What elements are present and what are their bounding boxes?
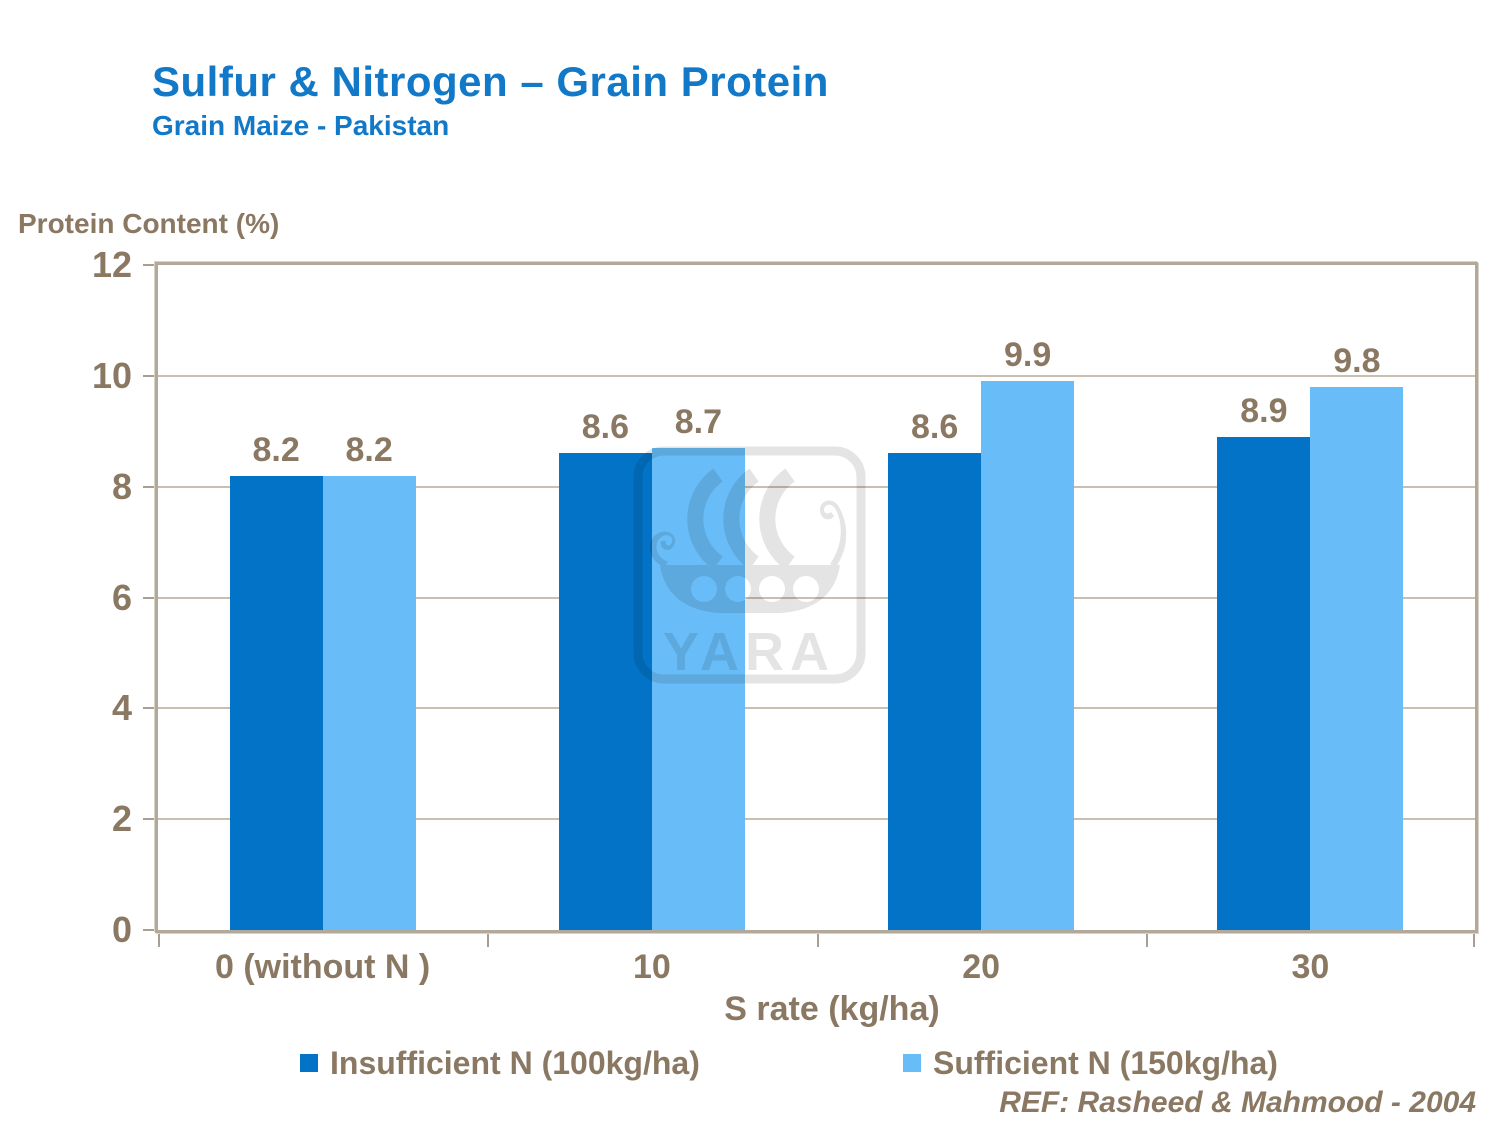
- y-tick-mark-2: [143, 818, 158, 821]
- legend-label-insufficient-n: Insufficient N (100kg/ha): [330, 1045, 700, 1081]
- y-tick-label-6: 6: [111, 576, 132, 618]
- data-label-series1-cat0: 8.2: [345, 430, 393, 469]
- bar-series0-cat1: [558, 453, 652, 930]
- bar-series1-cat3: [1310, 386, 1404, 930]
- x-category-label-0: 0 (without N ): [214, 948, 431, 986]
- y-tick-label-0: 0: [111, 909, 132, 950]
- data-label-series1-cat3: 9.8: [1333, 341, 1381, 380]
- y-tick-mark-12: [143, 264, 158, 266]
- legend-marker-sufficient-n: [903, 1054, 921, 1072]
- data-label-series0-cat0: 8.2: [252, 430, 300, 469]
- y-tick-label-12: 12: [91, 244, 132, 285]
- y-tick-label-10: 10: [91, 354, 132, 396]
- x-category-label-3: 30: [1291, 948, 1330, 986]
- y-axis-title: Protein Content (%): [18, 208, 280, 239]
- data-label-series1-cat2: 9.9: [1003, 336, 1052, 375]
- x-category-label-1: 10: [632, 948, 671, 986]
- y-tick-mark-4: [143, 707, 158, 710]
- data-label-series0-cat3: 8.9: [1240, 391, 1288, 430]
- legend-item-insufficient-n: Insufficient N (100kg/ha): [300, 1046, 700, 1080]
- data-label-series0-cat1: 8.6: [581, 408, 629, 447]
- y-tick-label-8: 8: [111, 465, 132, 507]
- bar-series0-cat0: [229, 475, 323, 930]
- y-tick-mark-8: [143, 485, 158, 488]
- x-tick-mark-0: [158, 933, 160, 947]
- x-category-label-2: 20: [962, 948, 1001, 986]
- x-tick-mark-1: [487, 933, 490, 947]
- y-tick-mark-0: [143, 929, 158, 931]
- bar-series1-cat1: [651, 447, 745, 930]
- reference-citation: REF: Rasheed & Mahmood - 2004: [999, 1086, 1476, 1119]
- legend-marker-insufficient-n: [300, 1054, 318, 1072]
- legend-item-sufficient-n: Sufficient N (150kg/ha): [903, 1046, 1278, 1080]
- chart-title: Sulfur & Nitrogen – Grain Protein: [152, 58, 829, 105]
- data-label-series0-cat2: 8.6: [910, 408, 959, 447]
- y-tick-mark-10: [143, 374, 158, 377]
- x-axis-title: S rate (kg/ha): [724, 990, 940, 1028]
- gridline-2: [158, 818, 1475, 821]
- x-tick-mark-4: [1473, 933, 1475, 947]
- gridline-4: [158, 707, 1475, 710]
- x-tick-mark-2: [816, 933, 819, 947]
- bar-series0-cat3: [1217, 436, 1311, 930]
- bar-series1-cat2: [981, 381, 1075, 930]
- data-label-series1-cat1: 8.7: [674, 402, 722, 441]
- bar-series1-cat0: [322, 475, 416, 930]
- y-tick-mark-6: [143, 596, 158, 599]
- x-tick-mark-3: [1145, 933, 1148, 947]
- chart-subtitle: Grain Maize - Pakistan: [152, 110, 450, 141]
- y-tick-label-4: 4: [111, 687, 132, 729]
- legend-label-sufficient-n: Sufficient N (150kg/ha): [933, 1045, 1278, 1081]
- plot-area: 8.2 8.2 8.6 8.7 8.6 9.9 8.9 9.8: [155, 262, 1478, 933]
- y-tick-label-2: 2: [111, 798, 132, 840]
- gridline-10: [158, 374, 1475, 377]
- bar-series0-cat2: [888, 453, 982, 930]
